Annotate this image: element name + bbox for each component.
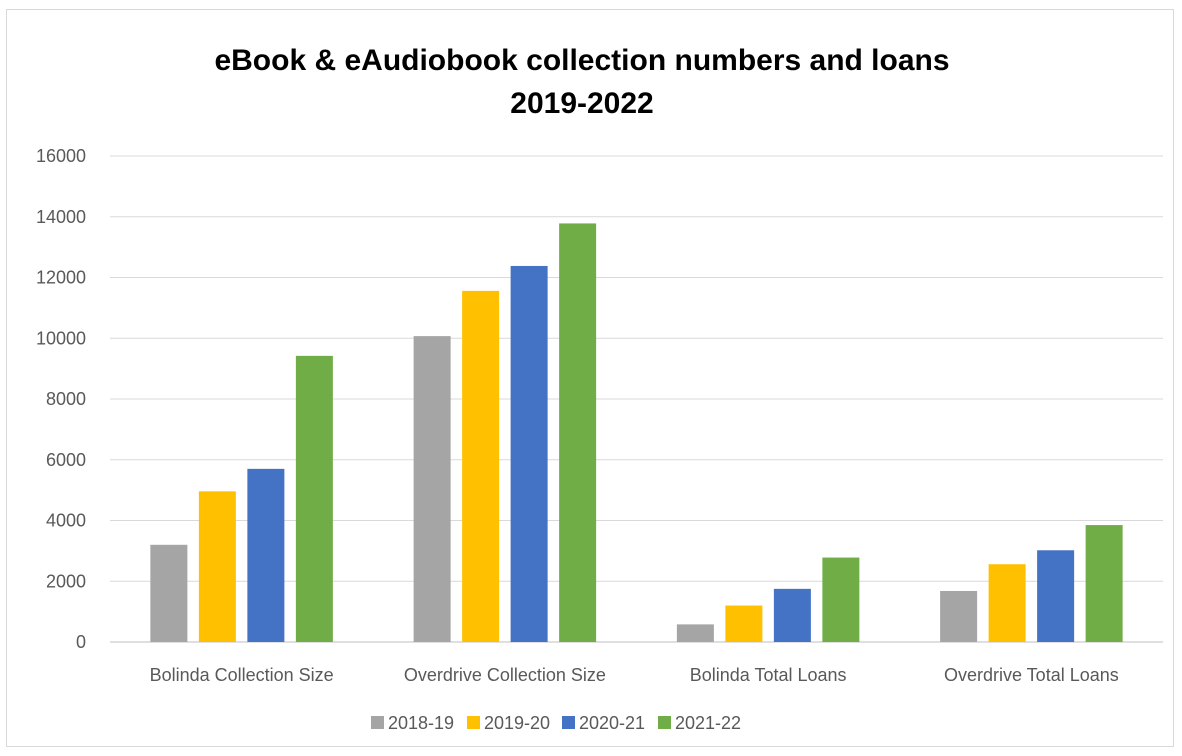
- legend-label: 2020-21: [579, 713, 645, 733]
- category-label: Overdrive Total Loans: [944, 665, 1119, 685]
- y-tick-label: 12000: [36, 268, 86, 288]
- bar-2019-20-3: [725, 605, 763, 642]
- category-label: Overdrive Collection Size: [404, 665, 606, 685]
- bar-2019-20-4: [988, 564, 1026, 642]
- bar-2020-21-3: [773, 588, 811, 642]
- category-label: Bolinda Collection Size: [150, 665, 334, 685]
- bar-2018-19-2: [413, 336, 451, 642]
- chart-title-line-2: 2019-2022: [510, 87, 653, 120]
- bar-2019-20-2: [462, 290, 500, 642]
- bar-2021-22-2: [559, 223, 597, 642]
- y-tick-label: 8000: [46, 389, 86, 409]
- bars: [150, 223, 1123, 642]
- bar-2021-22-1: [295, 355, 333, 642]
- y-axis-ticks: 0 2000 4000 6000 8000 10000 12000 14000 16000: [36, 146, 86, 652]
- bar-2019-20-1: [198, 491, 236, 642]
- legend-label: 2019-20: [484, 713, 550, 733]
- chart-title: eBook & eAudiobook collection numbers an…: [214, 44, 949, 120]
- legend-swatch: [562, 716, 575, 729]
- y-tick-label: 14000: [36, 207, 86, 227]
- bar-2018-19-4: [940, 590, 978, 642]
- y-tick-label: 16000: [36, 146, 86, 166]
- bar-2020-21-2: [510, 265, 548, 642]
- legend: 2018-19 2019-20 2020-21 2021-22: [371, 713, 741, 733]
- bar-2018-19-1: [150, 544, 188, 642]
- legend-swatch: [467, 716, 480, 729]
- gridlines: [110, 155, 1163, 643]
- chart-title-line-1: eBook & eAudiobook collection numbers an…: [214, 44, 949, 77]
- x-axis-categories: Bolinda Collection Size Overdrive Collect…: [150, 665, 1119, 685]
- bar-2018-19-3: [676, 624, 714, 642]
- y-tick-label: 6000: [46, 450, 86, 470]
- legend-label: 2021-22: [675, 713, 741, 733]
- y-tick-label: 10000: [36, 328, 86, 348]
- legend-label: 2018-19: [388, 713, 454, 733]
- legend-swatch: [658, 716, 671, 729]
- y-tick-label: 4000: [46, 511, 86, 531]
- bar-2021-22-4: [1085, 525, 1123, 642]
- legend-swatch: [371, 716, 384, 729]
- y-tick-label: 2000: [46, 571, 86, 591]
- category-label: Bolinda Total Loans: [690, 665, 847, 685]
- bar-2021-22-3: [822, 557, 860, 642]
- bar-2020-21-1: [247, 468, 285, 642]
- bar-2020-21-4: [1037, 550, 1075, 642]
- y-tick-label: 0: [76, 632, 86, 652]
